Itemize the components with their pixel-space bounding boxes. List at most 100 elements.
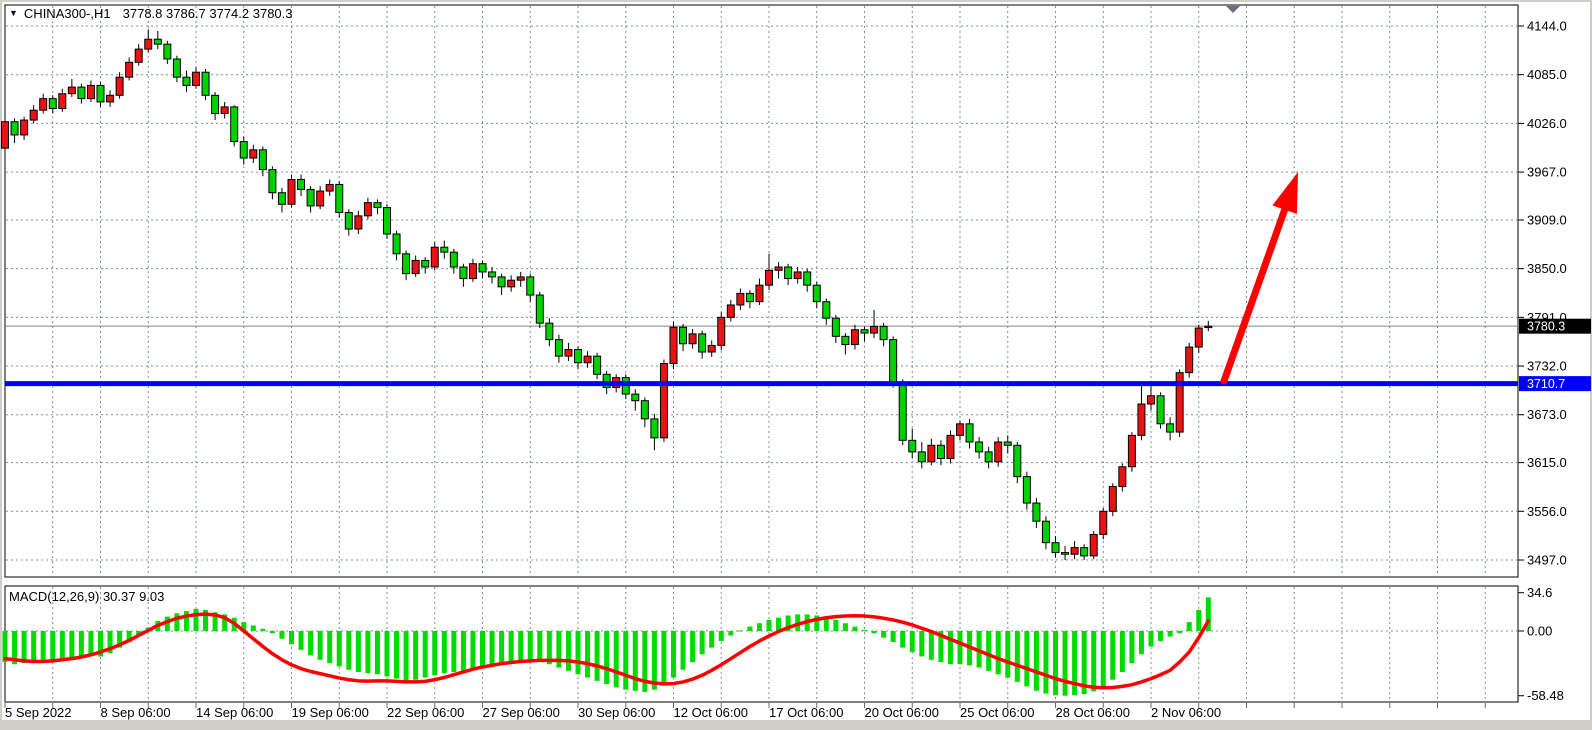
macd-bar: [1119, 631, 1125, 672]
candle: [774, 266, 783, 271]
candle: [29, 109, 38, 121]
chart-header: ▼ CHINA300-,H1 3778.8 3786.7 3774.2 3780…: [9, 6, 293, 21]
macd-bar: [537, 631, 543, 662]
macd-bar: [852, 626, 858, 631]
symbol-dropdown-icon[interactable]: ▼: [9, 8, 18, 18]
macd-bar: [1110, 631, 1116, 680]
macd-bar: [327, 631, 333, 664]
svg-text:19 Sep 06:00: 19 Sep 06:00: [292, 705, 369, 720]
candle: [707, 344, 716, 353]
candle: [230, 106, 239, 143]
macd-bar: [928, 631, 934, 660]
candle: [841, 335, 850, 346]
candle: [48, 98, 57, 110]
candle: [688, 333, 697, 345]
macd-bar: [203, 609, 209, 631]
candle: [1127, 434, 1136, 468]
candle: [402, 253, 411, 275]
candle: [917, 451, 926, 463]
macd-bar: [842, 623, 848, 631]
candle: [468, 263, 477, 280]
candle: [67, 86, 76, 95]
candle: [650, 418, 659, 439]
trend-arrow[interactable]: [1220, 172, 1298, 385]
macd-bar: [747, 626, 753, 631]
candle: [1061, 552, 1070, 555]
macd-bar: [728, 631, 734, 636]
macd-bar: [785, 615, 791, 631]
svg-text:-58.48: -58.48: [1527, 688, 1564, 703]
candle: [373, 202, 382, 209]
candle: [870, 325, 879, 334]
candle: [554, 339, 563, 357]
candle: [86, 84, 95, 100]
macd-bar: [1043, 631, 1049, 694]
ohlc-values: 3778.8 3786.7 3774.2 3780.3: [122, 6, 293, 21]
macd-bar: [489, 631, 495, 665]
candle: [211, 94, 220, 114]
candle: [1022, 476, 1031, 504]
macd-bar: [957, 631, 963, 665]
macd-bar: [546, 631, 552, 665]
macd-bar: [1167, 631, 1173, 637]
macd-bar: [623, 631, 629, 690]
candle: [726, 304, 735, 318]
macd-bar: [508, 631, 514, 662]
svg-text:3909.0: 3909.0: [1527, 212, 1567, 227]
candle: [831, 317, 840, 337]
macd-bar: [1186, 622, 1192, 631]
macd-bar: [680, 631, 686, 670]
macd-bar: [346, 631, 352, 670]
candle: [287, 179, 296, 205]
candle: [153, 38, 162, 45]
macd-bar: [260, 628, 266, 631]
candle: [1185, 346, 1194, 374]
macd-bar: [183, 611, 189, 631]
candle: [268, 169, 277, 194]
candle: [927, 444, 936, 463]
macd-bar: [766, 619, 772, 631]
macd-bar: [938, 631, 944, 662]
macd-bar: [1072, 631, 1078, 696]
candle: [736, 292, 745, 306]
svg-text:3497.0: 3497.0: [1527, 553, 1567, 568]
macd-bar: [136, 631, 142, 636]
candle: [77, 86, 86, 100]
candle: [936, 444, 945, 459]
macd-bar: [776, 617, 782, 631]
macd-bar: [947, 631, 953, 665]
macd-bar: [40, 631, 46, 660]
macd-bar: [1053, 631, 1058, 696]
svg-text:28 Oct 06:00: 28 Oct 06:00: [1056, 705, 1130, 720]
support-price-badge: 3710.7: [1519, 376, 1591, 392]
macd-bar: [737, 630, 743, 632]
symbol-title: CHINA300-,H1: [23, 6, 111, 21]
candle: [10, 121, 19, 136]
candles-layer[interactable]: [1, 29, 1213, 561]
macd-histogram: [2, 597, 1211, 696]
macd-indicator-label: MACD(12,26,9) 30.37 9.03: [9, 589, 164, 604]
macd-bar: [107, 631, 113, 654]
macd-bar: [756, 623, 762, 631]
macd-bar: [833, 619, 839, 631]
macd-bar: [336, 631, 342, 667]
candle: [1204, 325, 1213, 329]
macd-bar: [1014, 631, 1020, 682]
macd-bar: [881, 631, 887, 638]
candle: [1147, 395, 1155, 405]
candle: [1070, 547, 1079, 555]
candle: [669, 326, 678, 365]
svg-text:25 Oct 06:00: 25 Oct 06:00: [960, 705, 1034, 720]
macd-bar: [1148, 631, 1154, 647]
candle: [497, 276, 506, 288]
candle: [430, 246, 439, 268]
macd-bar: [699, 631, 705, 655]
macd-bar: [384, 631, 390, 677]
candle: [363, 202, 372, 217]
candle: [1166, 423, 1175, 433]
chart-shift-marker-icon[interactable]: [1226, 6, 1240, 13]
candle: [1, 121, 9, 149]
svg-text:20 Oct 06:00: 20 Oct 06:00: [865, 705, 939, 720]
macd-bar: [298, 631, 304, 650]
